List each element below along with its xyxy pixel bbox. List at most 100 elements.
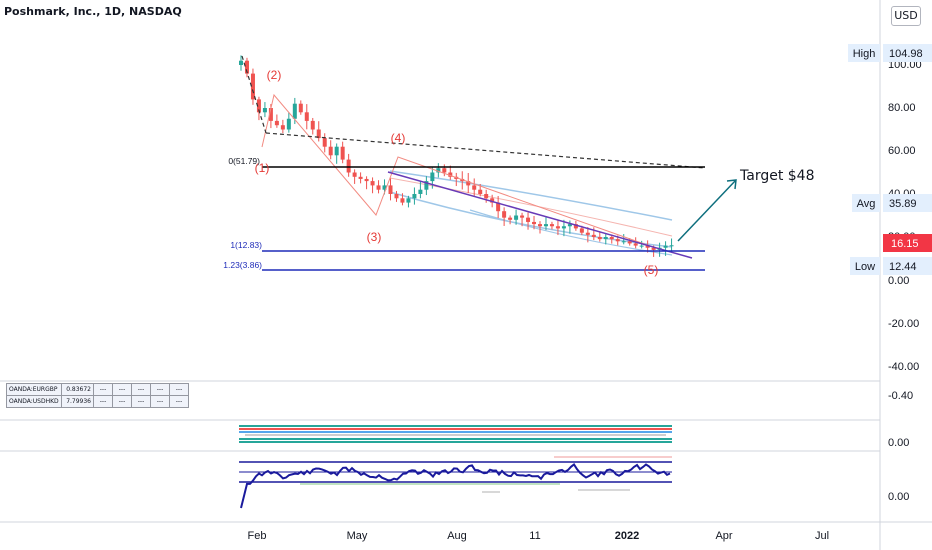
candle-body — [490, 198, 495, 203]
candle-body — [567, 224, 572, 227]
wave-label-4: (4) — [391, 131, 406, 145]
candle-body — [334, 146, 339, 156]
table-cell: --- — [131, 383, 151, 396]
candle-body — [430, 172, 435, 182]
candle-body — [633, 243, 638, 246]
candle-body — [669, 245, 674, 247]
candle-body — [532, 221, 537, 225]
candle-body — [358, 176, 363, 179]
candle-body — [579, 228, 584, 233]
candle-body — [406, 198, 411, 203]
candle-body — [310, 120, 315, 130]
candle-body — [262, 108, 267, 113]
wave-label-5: (5) — [644, 263, 659, 277]
candle-body — [328, 146, 333, 156]
candle-body — [256, 99, 261, 113]
y-tick-label: 60.00 — [888, 145, 916, 157]
symbol-title[interactable]: Poshmark, Inc., 1D, NASDAQ — [4, 5, 182, 18]
avg-badge: Avg 35.89 — [852, 194, 932, 212]
x-tick-label: Aug — [447, 530, 467, 542]
wave-label-1: (1) — [255, 161, 270, 175]
candle-body — [370, 181, 375, 186]
time-axis[interactable]: Feb May Aug 11 2022 Apr Jul — [248, 530, 830, 542]
candle-body — [615, 239, 620, 242]
oscillator-axis: -0.40 0.00 0.00 — [888, 390, 913, 503]
oscillator-line — [240, 463, 671, 509]
price-axis[interactable]: 100.0080.0060.0040.0020.000.00-20.00-40.… — [888, 59, 922, 373]
candle-body — [597, 237, 602, 240]
high-badge: High 104.98 — [848, 44, 932, 62]
candle-body — [436, 168, 441, 173]
table-cell: --- — [131, 395, 151, 408]
candle-body — [484, 194, 489, 199]
y-tick-label: 0.00 — [888, 275, 909, 287]
candle-body — [591, 234, 596, 237]
candle-body — [627, 241, 632, 244]
candle-body — [376, 185, 381, 190]
candle-body — [561, 226, 566, 229]
table-symbol: OANDA:USDHKD — [6, 395, 62, 408]
candle-body — [292, 103, 297, 119]
candle-body — [621, 241, 626, 243]
dashed-long-trendline — [265, 132, 706, 169]
svg-text:Avg: Avg — [857, 198, 876, 210]
wave-label-2: (2) — [267, 68, 282, 82]
table-value: 7.79936 — [61, 395, 94, 408]
candle-body — [322, 138, 327, 147]
candle-body — [496, 202, 501, 212]
candle-body — [250, 73, 255, 100]
low-badge: Low 12.44 — [850, 257, 932, 275]
candle-body — [400, 198, 405, 203]
candle-body — [316, 129, 321, 139]
high-value: 104.98 — [889, 48, 923, 60]
candle-body — [286, 118, 291, 130]
low-value: 12.44 — [889, 261, 917, 273]
table-cell: --- — [93, 395, 113, 408]
table-cell: --- — [93, 383, 113, 396]
y-tick-label: -40.00 — [888, 361, 919, 373]
currency-button[interactable]: USD — [891, 6, 921, 26]
candle-body — [555, 226, 560, 229]
candle-body — [549, 224, 554, 227]
table-cell: --- — [169, 395, 189, 408]
candle-body — [442, 168, 447, 173]
candle-body — [304, 112, 309, 121]
purple-trendline — [387, 171, 693, 259]
candle-body — [382, 185, 387, 190]
candle-body — [514, 215, 519, 220]
candle-body — [645, 245, 650, 248]
x-tick-label: Feb — [248, 530, 267, 542]
candlestick-series — [239, 55, 674, 257]
table-cell: --- — [150, 383, 170, 396]
svg-text:High: High — [853, 48, 876, 60]
wave-label-3: (3) — [367, 230, 382, 244]
candle-body — [603, 237, 608, 240]
last-price-badge: 16.15 — [883, 234, 932, 252]
candle-body — [609, 237, 614, 240]
table-row: OANDA:EURGBP 0.83672 --- --- --- --- --- — [6, 383, 189, 396]
y-tick-label: -20.00 — [888, 318, 919, 330]
candle-body — [346, 159, 351, 173]
candle-body — [364, 178, 369, 182]
candle-body — [274, 120, 279, 126]
candle-body — [352, 172, 357, 177]
table-cell: --- — [150, 395, 170, 408]
y-tick-label: 80.00 — [888, 102, 916, 114]
fib-label-1-23: 1.23(3.86) — [223, 260, 262, 270]
x-tick-label: 11 — [529, 530, 540, 542]
table-row: OANDA:USDHKD 7.79936 --- --- --- --- --- — [6, 395, 189, 408]
x-tick-label: 2022 — [615, 530, 639, 542]
target-annotation: Target $48 — [739, 168, 814, 184]
candle-body — [502, 211, 507, 218]
candle-body — [388, 185, 393, 194]
candle-body — [244, 60, 249, 74]
forex-table: OANDA:EURGBP 0.83672 --- --- --- --- ---… — [6, 383, 189, 408]
candle-body — [412, 194, 417, 199]
last-price-value: 16.15 — [891, 238, 919, 250]
fib-label-1: 1(12.83) — [230, 240, 262, 250]
candle-body — [538, 224, 542, 227]
x-tick-label: Jul — [815, 530, 829, 542]
candle-body — [573, 224, 578, 229]
candle-body — [526, 217, 531, 222]
